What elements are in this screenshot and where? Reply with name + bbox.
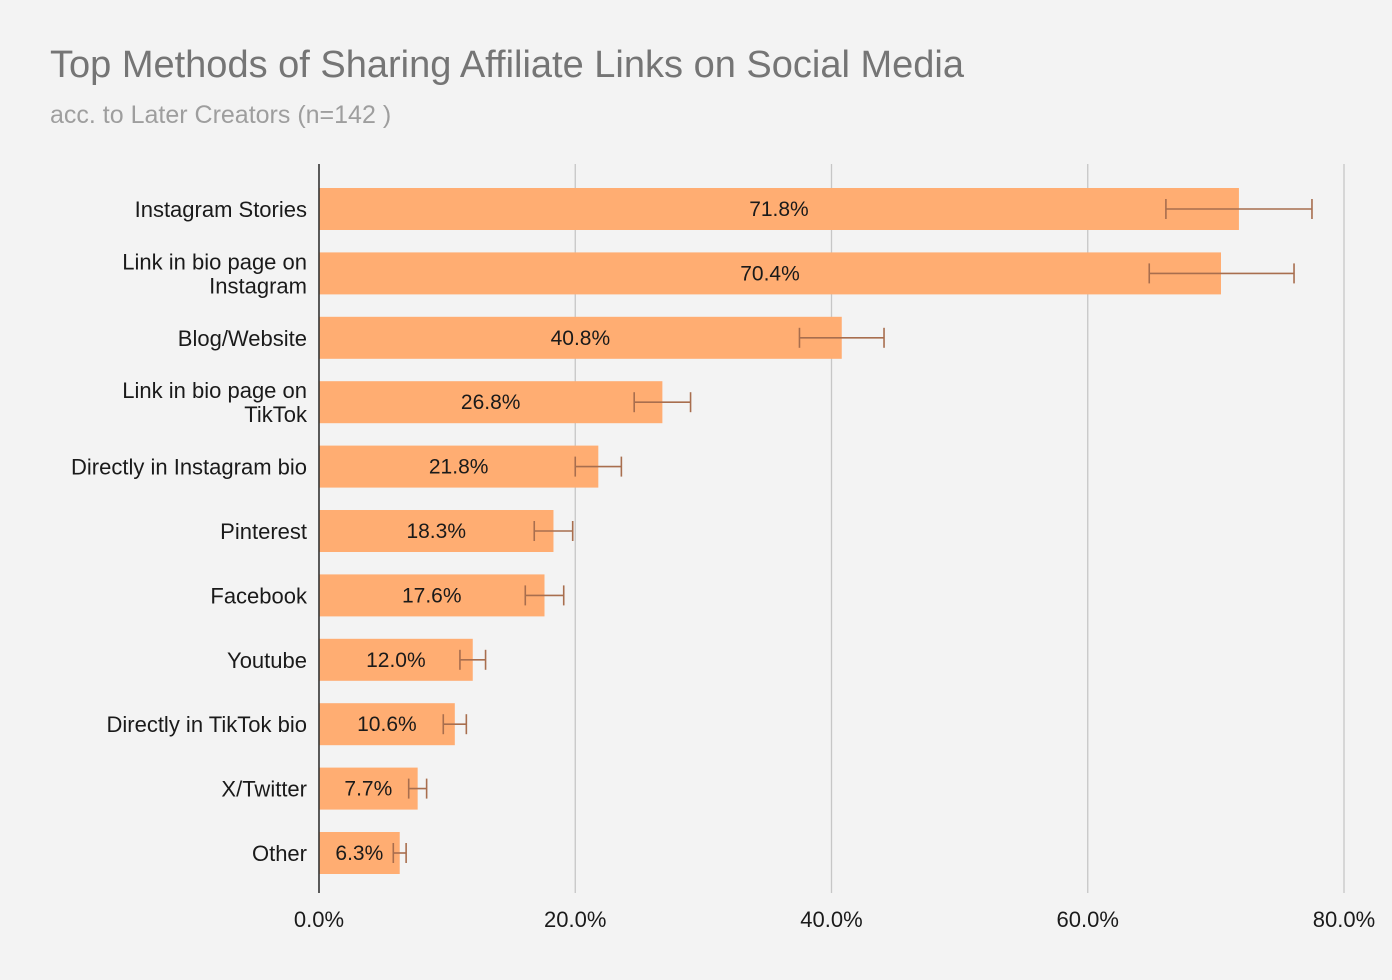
- chart-title: Top Methods of Sharing Affiliate Links o…: [50, 44, 964, 86]
- category-label: Facebook: [210, 583, 308, 608]
- category-label: Directly in TikTok bio: [106, 712, 307, 737]
- data-label: 18.3%: [406, 520, 466, 543]
- x-tick-label: 60.0%: [1057, 907, 1119, 932]
- category-label: Link in bio page on Instagram: [122, 249, 307, 298]
- data-label: 21.8%: [429, 456, 489, 479]
- data-label: 70.4%: [740, 262, 800, 285]
- bar: [319, 574, 545, 617]
- category-label: Youtube: [227, 648, 307, 673]
- category-label: Other: [252, 841, 307, 866]
- category-label: Link in bio page on TikTok: [122, 378, 308, 427]
- chart-subtitle: acc. to Later Creators (n=142 ): [50, 101, 392, 129]
- category-label: Directly in Instagram bio: [71, 455, 307, 480]
- bar: [319, 381, 663, 424]
- bar: [319, 188, 1239, 230]
- x-tick-label: 20.0%: [544, 907, 606, 932]
- category-label: Pinterest: [220, 519, 307, 544]
- bar: [319, 510, 554, 552]
- data-label: 6.3%: [335, 842, 383, 865]
- bar: [319, 767, 418, 810]
- data-label: 10.6%: [357, 713, 417, 736]
- bar: [319, 445, 599, 488]
- bar: [319, 638, 473, 681]
- bar: [319, 316, 842, 359]
- bar: [319, 252, 1221, 295]
- data-label: 12.0%: [366, 649, 426, 672]
- category-label: Instagram Stories: [135, 197, 307, 222]
- x-tick-label: 40.0%: [800, 907, 862, 932]
- category-label: Blog/Website: [178, 326, 307, 351]
- data-label: 71.8%: [749, 198, 809, 221]
- x-tick-label: 0.0%: [294, 907, 344, 932]
- data-label: 17.6%: [402, 584, 462, 607]
- data-label: 26.8%: [461, 391, 521, 414]
- bar: [319, 703, 455, 746]
- category-label: X/Twitter: [221, 777, 307, 802]
- data-label: 7.7%: [344, 778, 392, 801]
- bar: [319, 832, 400, 874]
- x-tick-label: 80.0%: [1313, 907, 1375, 932]
- data-label: 40.8%: [551, 327, 611, 350]
